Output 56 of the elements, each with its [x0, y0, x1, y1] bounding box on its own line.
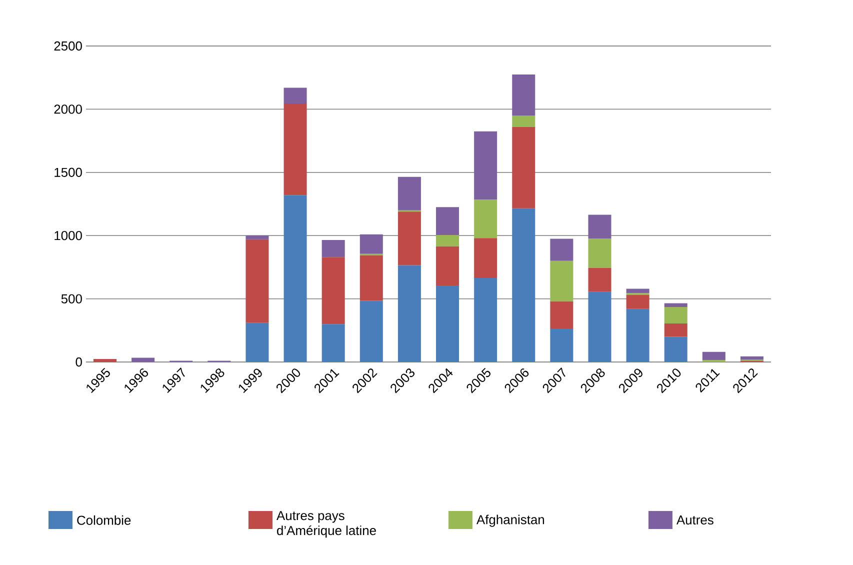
legend-label: Colombie	[77, 515, 131, 525]
bar	[436, 286, 460, 362]
bar	[398, 212, 421, 266]
bar	[474, 238, 498, 278]
bar	[588, 292, 612, 362]
bar	[284, 88, 307, 104]
y-tick-label: 2000	[54, 104, 82, 114]
bar	[512, 74, 536, 116]
bar	[740, 356, 764, 360]
bar	[626, 295, 650, 309]
bar	[94, 358, 116, 362]
bar	[360, 300, 383, 362]
y-tick-label: 2500	[54, 41, 82, 51]
bar	[284, 195, 307, 362]
bar	[550, 301, 574, 329]
y-tick-label: 1000	[54, 231, 82, 240]
bar	[512, 116, 536, 127]
bar	[132, 358, 155, 362]
bar	[626, 308, 650, 362]
bar	[588, 268, 612, 292]
bar	[284, 104, 307, 196]
bar	[360, 255, 383, 301]
bar	[664, 336, 688, 362]
bar	[436, 246, 460, 286]
bar	[246, 239, 269, 323]
bar	[436, 234, 460, 246]
legend-label: Autres	[676, 516, 714, 525]
bar	[246, 236, 269, 240]
bar	[474, 200, 498, 238]
y-tick-label: 1500	[54, 168, 82, 177]
y-tick-label: 0	[76, 357, 82, 367]
y-tick-label: 500	[61, 294, 82, 304]
bar	[322, 240, 345, 258]
bar	[550, 328, 574, 362]
bar	[398, 176, 421, 210]
bar	[322, 324, 345, 362]
bar	[360, 234, 383, 254]
bar	[664, 303, 688, 308]
bar	[436, 207, 460, 235]
bar	[588, 214, 612, 239]
bar	[322, 257, 345, 324]
bar	[550, 238, 574, 261]
legend-label: Autres pays d’Amérique latine	[276, 511, 376, 538]
legend-label: Afghanistan	[476, 514, 544, 527]
bar	[474, 131, 498, 200]
bar	[512, 126, 536, 208]
bar	[664, 307, 688, 324]
bar	[702, 352, 726, 360]
bar	[626, 288, 650, 294]
bar	[550, 260, 574, 302]
bar	[512, 208, 536, 362]
bar	[474, 278, 498, 362]
bar	[588, 238, 612, 268]
bar	[246, 322, 269, 362]
bar	[664, 323, 688, 337]
bar	[398, 265, 421, 362]
